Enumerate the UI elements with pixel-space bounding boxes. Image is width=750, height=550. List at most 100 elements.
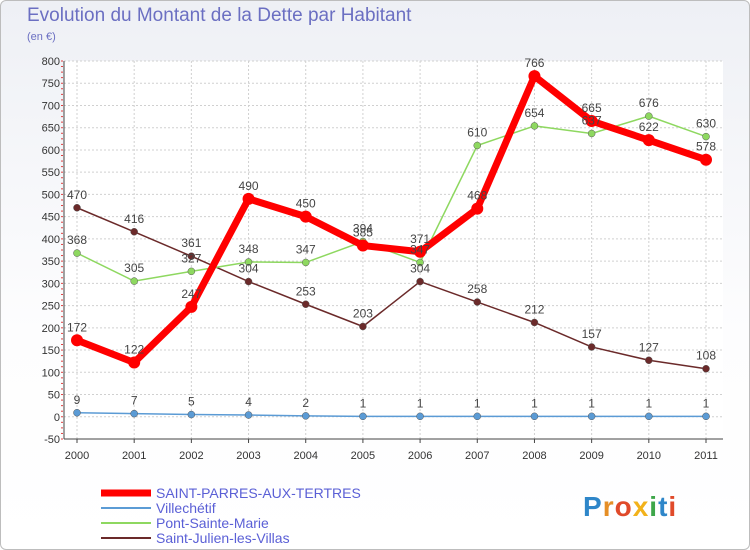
data-point	[187, 252, 196, 260]
y-tick-label: 50	[48, 390, 60, 402]
series-line	[75, 72, 708, 367]
data-point	[299, 210, 312, 223]
proxiti-logo: Proxiti	[583, 491, 677, 523]
x-tick-label: 2000	[65, 450, 89, 462]
data-point	[530, 412, 539, 421]
x-tick-label: 2008	[522, 450, 546, 462]
legend-label: Saint-Julien-les-Villas	[156, 530, 290, 546]
data-label: 172	[67, 320, 87, 334]
data-label: 665	[582, 101, 602, 115]
data-label: 394	[353, 222, 373, 236]
data-label: 637	[582, 113, 602, 127]
data-point	[130, 409, 138, 418]
data-point	[244, 411, 253, 419]
data-label: 347	[296, 242, 316, 256]
data-point	[71, 334, 83, 347]
y-tick-label: 500	[42, 189, 60, 201]
data-label: 348	[239, 242, 259, 256]
data-label: 2	[302, 396, 309, 410]
data-label: 1	[588, 396, 595, 410]
data-point	[702, 132, 710, 141]
data-label: 4	[245, 395, 252, 409]
data-label: 1	[474, 396, 481, 410]
series-line	[76, 412, 706, 418]
data-label: 304	[410, 262, 430, 276]
data-point	[587, 412, 596, 421]
data-point	[642, 134, 655, 147]
data-point	[187, 410, 196, 419]
data-point	[185, 300, 198, 313]
data-point	[471, 202, 484, 215]
x-tick-label: 2009	[579, 450, 603, 462]
data-point	[244, 258, 253, 266]
x-tick-label: 2001	[122, 450, 146, 462]
data-label: 622	[639, 120, 659, 134]
x-tick-label: 2006	[408, 450, 432, 462]
data-point	[700, 153, 712, 166]
y-tick-label: 100	[42, 367, 60, 379]
data-label: 450	[296, 197, 316, 211]
y-tick-label: 250	[42, 301, 60, 313]
y-tick-label: 150	[42, 345, 60, 357]
data-point	[244, 277, 253, 286]
y-tick-label: 800	[42, 56, 60, 68]
data-label: 127	[639, 340, 659, 354]
data-label: 630	[696, 117, 716, 131]
data-point	[130, 277, 138, 285]
y-tick-label: 700	[42, 100, 60, 112]
data-point	[585, 115, 598, 128]
data-label: 654	[524, 106, 544, 120]
data-label: 1	[417, 396, 424, 410]
data-label: 578	[696, 140, 716, 154]
data-label: 108	[696, 349, 716, 363]
data-point	[301, 258, 310, 267]
logo-letter: i	[668, 491, 678, 522]
y-tick-label: 650	[42, 123, 60, 135]
logo-letter: r	[602, 491, 615, 522]
data-point	[473, 412, 482, 421]
data-point	[73, 249, 81, 257]
data-point	[530, 318, 539, 327]
data-point	[473, 141, 482, 150]
x-tick-label: 2003	[236, 450, 260, 462]
legend-label: Pont-Sainte-Marie	[156, 515, 269, 531]
data-point	[645, 112, 653, 120]
data-label: 247	[181, 287, 201, 301]
data-point	[416, 412, 424, 421]
data-point	[473, 298, 482, 306]
data-label: 7	[131, 394, 138, 408]
y-tick-label: 350	[42, 256, 60, 268]
data-label: 470	[67, 188, 87, 202]
data-point	[587, 129, 596, 138]
data-label: 305	[124, 261, 144, 275]
data-point	[301, 412, 310, 420]
series-line	[76, 207, 707, 370]
data-label: 361	[181, 236, 201, 250]
y-tick-label: 300	[42, 278, 60, 290]
data-label: 304	[239, 262, 259, 276]
x-tick-label: 2004	[293, 450, 317, 462]
data-label: 368	[67, 233, 87, 247]
chart-title: Evolution du Montant de la Dette par Hab…	[27, 5, 412, 26]
y-tick-label: 450	[42, 212, 60, 224]
data-point	[528, 70, 541, 83]
x-tick-label: 2011	[694, 450, 718, 462]
data-label: 5	[188, 395, 195, 409]
data-label: 157	[582, 327, 602, 341]
data-point	[702, 364, 710, 373]
data-label: 610	[467, 125, 487, 139]
y-tick-label: 550	[42, 167, 60, 179]
data-label: 1	[703, 396, 710, 410]
data-point	[187, 267, 196, 276]
x-tick-label: 2010	[637, 450, 661, 462]
logo-letter: P	[583, 491, 603, 522]
x-tick-label: 2007	[465, 450, 489, 462]
data-label: 416	[124, 212, 144, 226]
data-point	[530, 122, 539, 130]
legend-label: SAINT-PARRES-AUX-TERTRES	[156, 485, 361, 501]
data-label: 468	[467, 189, 487, 203]
data-label: 258	[467, 282, 487, 296]
data-label: 371	[410, 232, 430, 246]
